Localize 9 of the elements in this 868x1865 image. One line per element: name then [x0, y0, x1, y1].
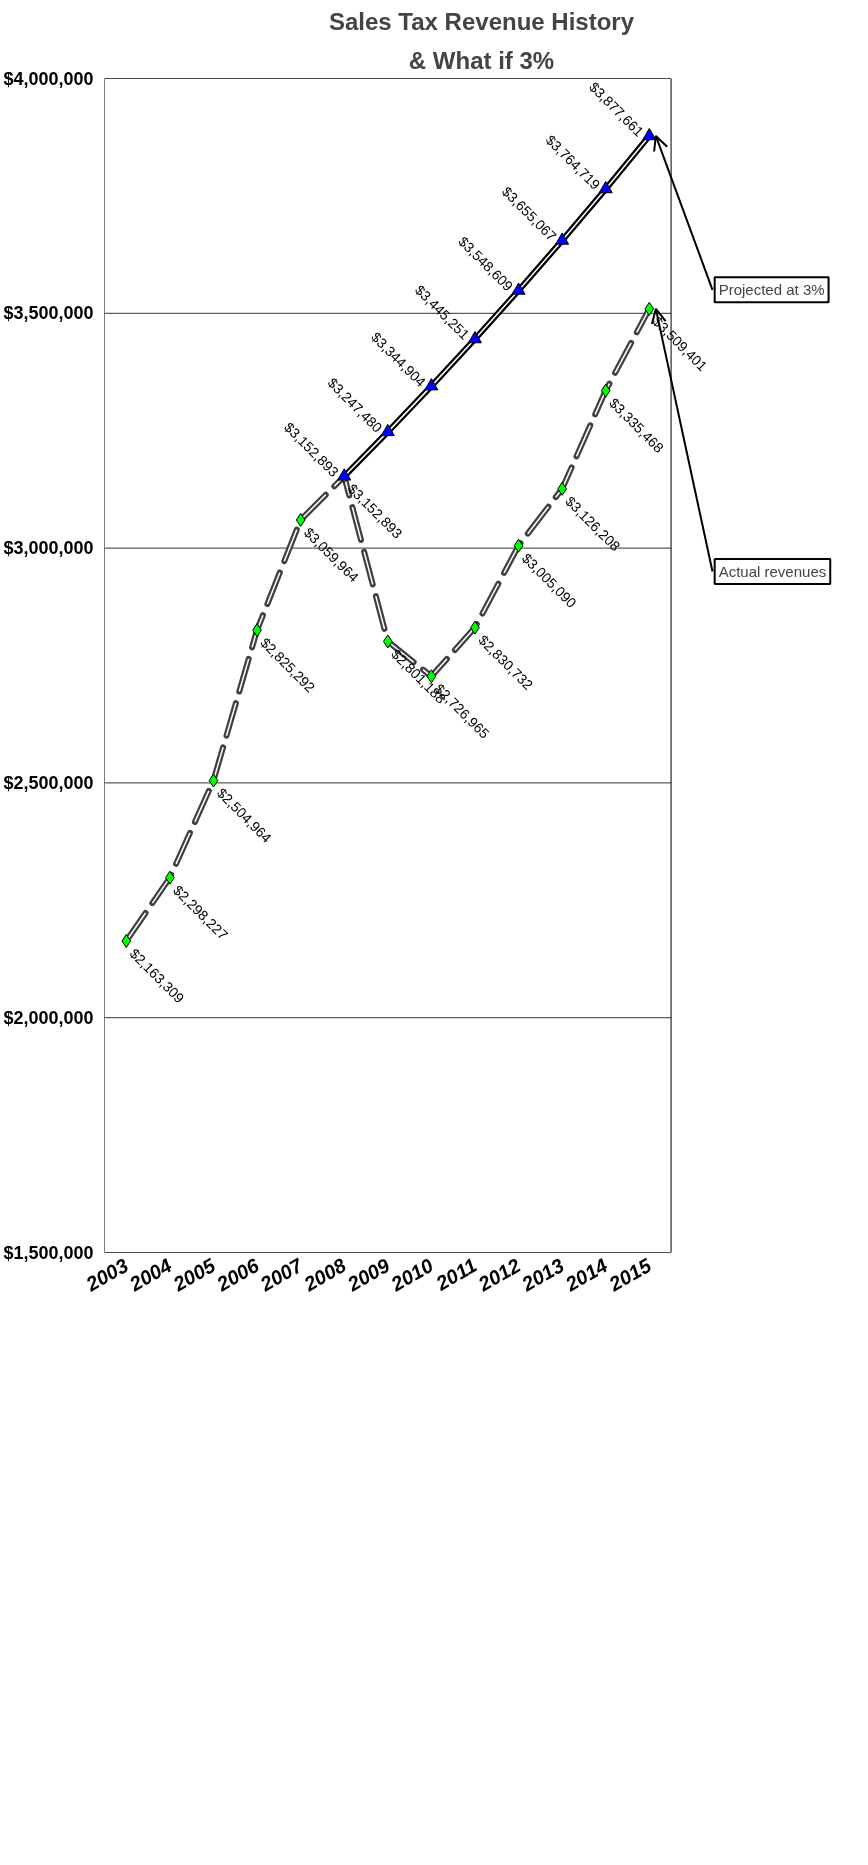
y-tick-label: $2,500,000 — [3, 772, 94, 793]
annotation: Actual revenues — [718, 563, 827, 581]
y-tick-label: $3,500,000 — [3, 303, 94, 324]
annotation: Projected at 3% — [718, 281, 825, 299]
y-tick-label: $4,000,000 — [3, 68, 94, 89]
y-tick-label: $2,000,000 — [3, 1007, 94, 1028]
chart-subtitle: & What if 3% — [408, 46, 555, 74]
y-tick-label: $3,000,000 — [3, 538, 94, 559]
chart-title: Sales Tax Revenue History — [328, 7, 635, 35]
